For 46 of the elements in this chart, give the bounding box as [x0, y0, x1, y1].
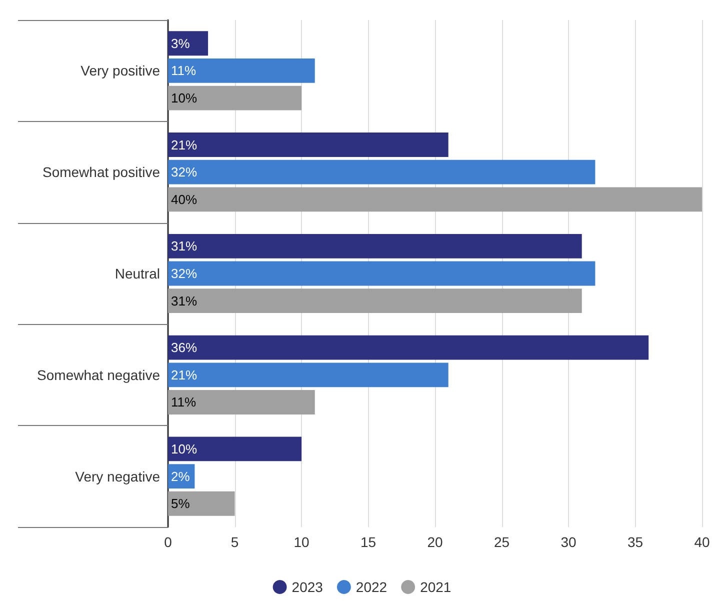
- data-label: 31%: [171, 293, 198, 308]
- y-tick-label: Very positive: [80, 62, 160, 79]
- x-tick-label: 40: [694, 534, 710, 550]
- x-tick-label: 35: [627, 534, 644, 550]
- data-label: 3%: [171, 36, 190, 51]
- x-tick-label: 10: [294, 534, 310, 550]
- data-label: 11%: [171, 63, 196, 78]
- data-label: 11%: [171, 394, 196, 410]
- bar: [168, 58, 315, 83]
- x-tick-label: 15: [360, 534, 376, 550]
- bar: [168, 132, 448, 157]
- legend-label: 2021: [420, 579, 452, 595]
- data-label: 40%: [171, 192, 198, 207]
- bar: [168, 234, 582, 258]
- data-label: 10%: [171, 90, 198, 106]
- y-tick-label: Somewhat positive: [42, 164, 160, 180]
- bar: [168, 288, 582, 314]
- legend-label: 2022: [356, 579, 388, 595]
- data-label: 31%: [171, 238, 198, 254]
- data-label: 21%: [171, 137, 198, 152]
- bar: [168, 362, 448, 388]
- bar: [168, 160, 596, 184]
- y-tick-label: Very negative: [75, 468, 160, 484]
- bar: [168, 187, 702, 212]
- bar: [168, 31, 208, 56]
- legend-label: 2023: [292, 579, 324, 595]
- y-tick-label: Neutral: [114, 266, 160, 282]
- x-tick-label: 0: [164, 534, 172, 550]
- y-tick-label: Somewhat negative: [37, 366, 160, 383]
- bar: [168, 491, 235, 516]
- data-label: 10%: [171, 441, 198, 456]
- bar: [168, 390, 315, 414]
- data-label: 2%: [171, 468, 190, 484]
- data-label: 21%: [171, 367, 198, 382]
- x-tick-label: 30: [560, 534, 576, 550]
- data-label: 5%: [171, 496, 190, 512]
- bar: [168, 436, 302, 462]
- x-tick-label: 25: [494, 534, 510, 550]
- x-tick-label: 20: [427, 534, 443, 550]
- bar: [168, 335, 649, 360]
- data-label: 36%: [171, 340, 198, 356]
- bar: [168, 261, 596, 286]
- data-label: 32%: [171, 164, 198, 180]
- x-tick-label: 5: [230, 534, 239, 550]
- bar: [168, 86, 302, 110]
- data-label: 32%: [171, 266, 198, 281]
